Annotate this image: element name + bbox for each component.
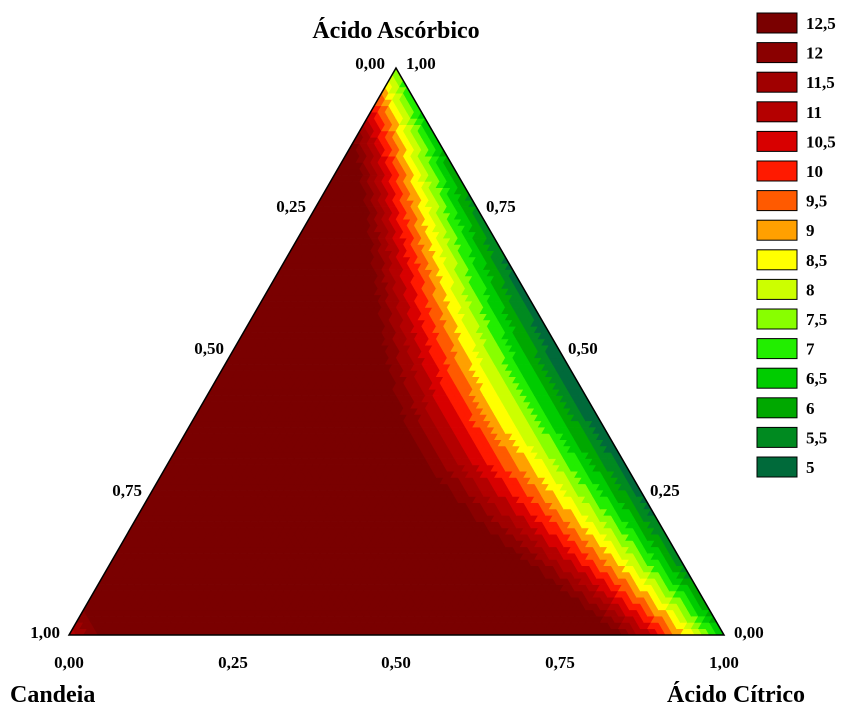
contour-fill (69, 68, 724, 635)
legend-label: 6,5 (806, 369, 827, 388)
legend-swatch (756, 338, 798, 360)
legend-label: 12,5 (806, 14, 836, 33)
legend-swatch (756, 397, 798, 419)
legend-swatch (756, 278, 798, 300)
tick-bottom-025: 0,25 (218, 653, 248, 672)
tick-right-025: 0,25 (650, 481, 680, 500)
legend-swatch (756, 219, 798, 241)
tick-bottom-000: 0,00 (54, 653, 84, 672)
legend-swatch (756, 367, 798, 389)
tick-left-025: 0,25 (276, 197, 306, 216)
tick-bottom-100: 1,00 (709, 653, 739, 672)
legend: 12,5 12 11,5 11 10,5 10 9,5 9 8,5 8 7,5 7 6,5 6 5,5 5 (756, 12, 836, 478)
label-left-component: Candeia (10, 682, 95, 708)
legend-label: 11 (806, 103, 822, 122)
legend-swatch (756, 426, 798, 448)
tick-bottom-050: 0,50 (381, 653, 411, 672)
legend-swatch (756, 130, 798, 152)
legend-swatch (756, 12, 798, 34)
legend-swatch (756, 456, 798, 478)
legend-swatch (756, 249, 798, 271)
tick-right-corner: 0,00 (734, 623, 764, 642)
legend-label: 5 (806, 458, 815, 477)
tick-right-050: 0,50 (568, 339, 598, 358)
legend-label: 10,5 (806, 132, 836, 151)
legend-swatch (756, 308, 798, 330)
legend-label: 9,5 (806, 192, 827, 211)
tick-left-050: 0,50 (194, 339, 224, 358)
tick-right-075: 0,75 (486, 197, 516, 216)
tick-left-075: 0,75 (112, 481, 142, 500)
legend-label: 12 (806, 44, 823, 63)
legend-swatch (756, 42, 798, 64)
legend-label: 7 (806, 340, 815, 359)
legend-label: 7,5 (806, 310, 827, 329)
legend-swatch (756, 101, 798, 123)
triangle-outline (67, 66, 726, 636)
legend-label: 9 (806, 221, 815, 240)
tick-apex-right: 1,00 (406, 54, 436, 73)
legend-label: 8 (806, 280, 815, 299)
legend-swatch (756, 190, 798, 212)
tick-apex-left: 0,00 (355, 54, 385, 73)
legend-swatch (756, 71, 798, 93)
tick-bottom-075: 0,75 (545, 653, 575, 672)
label-top-component: Ácido Ascórbico (312, 18, 479, 44)
label-right-component: Ácido Cítrico (667, 682, 805, 708)
legend-label: 11,5 (806, 73, 835, 92)
tick-left-corner: 1,00 (30, 623, 60, 642)
legend-label: 5,5 (806, 428, 827, 447)
legend-label: 8,5 (806, 251, 827, 270)
legend-label: 6 (806, 399, 815, 418)
legend-swatch (756, 160, 798, 182)
legend-label: 10 (806, 162, 823, 181)
